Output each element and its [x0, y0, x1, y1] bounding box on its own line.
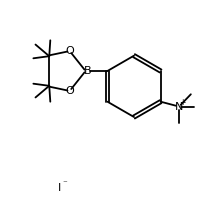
Text: O: O — [65, 46, 74, 56]
Text: B: B — [83, 66, 91, 76]
Text: O: O — [65, 86, 74, 96]
Text: I: I — [58, 183, 62, 193]
Text: ⁻: ⁻ — [62, 180, 67, 189]
Text: N: N — [174, 102, 183, 112]
Text: +: + — [180, 98, 186, 107]
